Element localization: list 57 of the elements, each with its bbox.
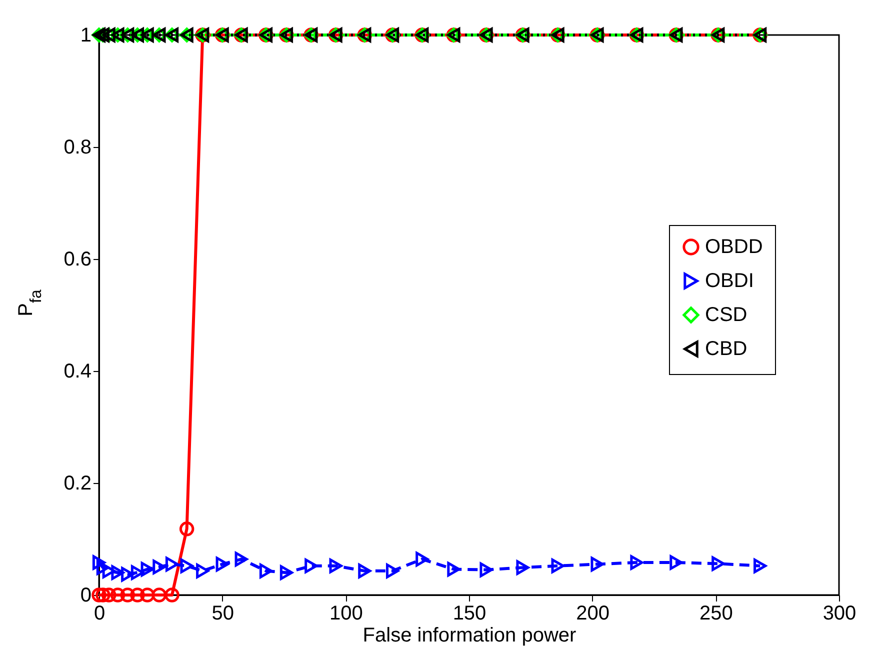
point: [140, 588, 155, 602]
point: [110, 588, 126, 602]
point: [590, 556, 604, 572]
point: [96, 588, 110, 602]
y-tick-label: 0: [80, 584, 92, 606]
legend-label: CSD: [705, 304, 748, 326]
x-tick-label: 150: [452, 602, 486, 624]
x-tick-label: 200: [576, 602, 610, 624]
point: [386, 564, 400, 578]
point: [259, 564, 273, 578]
y-tick-label: 0.6: [64, 248, 92, 270]
point: [96, 560, 110, 575]
x-tick-label: 250: [699, 602, 733, 624]
x-axis-title: False information power: [362, 624, 577, 646]
point: [712, 556, 725, 572]
point: [516, 560, 530, 575]
point: [152, 560, 166, 574]
point: [551, 558, 564, 574]
legend-label: CBD: [705, 338, 748, 360]
point: [630, 555, 644, 570]
legend-label: OBDI: [705, 270, 754, 292]
point: [180, 558, 194, 574]
point: [358, 564, 372, 578]
x-tick-label: 100: [329, 602, 363, 624]
point: [164, 588, 180, 602]
y-tick-label: 0.4: [64, 360, 92, 382]
point: [101, 588, 116, 602]
y-tick-label: 0.8: [64, 136, 92, 158]
point: [216, 556, 229, 572]
point: [92, 555, 106, 570]
point: [416, 552, 429, 567]
point: [102, 564, 116, 578]
point: [130, 588, 145, 602]
point: [92, 588, 106, 602]
point: [670, 555, 683, 570]
point: [152, 588, 167, 602]
point: [111, 565, 124, 580]
x-tick-label: 0: [94, 602, 106, 624]
x-tick-label: 50: [212, 602, 234, 624]
y-tick-label: 1: [80, 24, 92, 46]
point: [121, 566, 134, 582]
point: [480, 562, 493, 578]
point: [196, 564, 210, 578]
point: [329, 558, 342, 574]
point: [179, 522, 194, 536]
x-tick-label: 300: [822, 602, 856, 624]
point: [234, 552, 248, 567]
point: [280, 565, 294, 580]
point: [130, 565, 144, 580]
point: [447, 562, 460, 577]
point: [304, 558, 318, 574]
point: [120, 588, 135, 602]
legend-label: OBDD: [705, 236, 763, 258]
point: [165, 556, 179, 572]
point: [140, 562, 154, 577]
y-tick-label: 0.2: [64, 472, 92, 494]
point: [754, 558, 767, 574]
